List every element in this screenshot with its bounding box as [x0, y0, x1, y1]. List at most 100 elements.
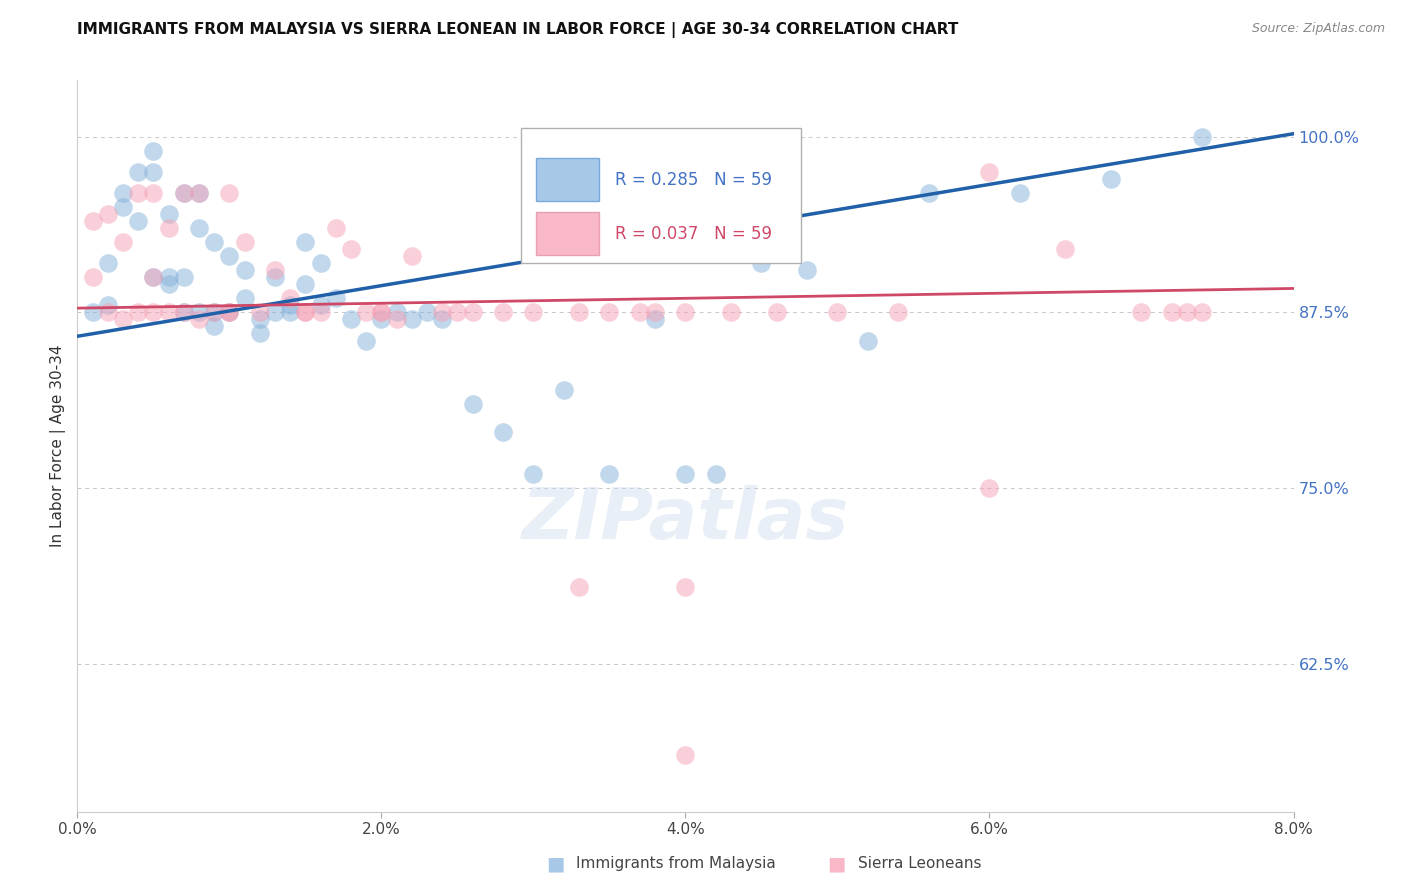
- Point: [675, 748, 697, 763]
- Point: [309, 298, 332, 312]
- Point: [1175, 305, 1198, 319]
- Point: [294, 305, 316, 319]
- Point: [157, 270, 180, 285]
- Point: [354, 334, 377, 348]
- Point: [644, 312, 666, 326]
- Point: [432, 305, 454, 319]
- Point: [127, 186, 149, 200]
- Point: [97, 256, 120, 270]
- Point: [111, 235, 134, 249]
- Point: [309, 305, 332, 319]
- Point: [979, 165, 1001, 179]
- Point: [675, 467, 697, 482]
- Point: [370, 305, 392, 319]
- Point: [522, 305, 544, 319]
- Point: [278, 291, 301, 305]
- Point: [553, 383, 575, 397]
- Point: [111, 200, 134, 214]
- Text: ZIPatlas: ZIPatlas: [522, 484, 849, 554]
- Point: [188, 221, 211, 235]
- Point: [294, 305, 316, 319]
- Text: ■: ■: [827, 854, 846, 873]
- Point: [264, 270, 287, 285]
- Point: [598, 305, 620, 319]
- FancyBboxPatch shape: [522, 128, 801, 263]
- Point: [173, 305, 195, 319]
- Point: [142, 186, 165, 200]
- Point: [202, 305, 225, 319]
- Point: [765, 305, 787, 319]
- Y-axis label: In Labor Force | Age 30-34: In Labor Force | Age 30-34: [51, 344, 66, 548]
- Point: [294, 277, 316, 292]
- Point: [249, 312, 271, 326]
- Point: [173, 186, 195, 200]
- Point: [97, 298, 120, 312]
- Point: [1161, 305, 1184, 319]
- Point: [856, 334, 879, 348]
- Point: [111, 312, 134, 326]
- Point: [97, 305, 120, 319]
- Point: [188, 312, 211, 326]
- Point: [278, 305, 301, 319]
- Point: [354, 305, 377, 319]
- Point: [188, 305, 211, 319]
- Point: [188, 186, 211, 200]
- Point: [370, 312, 392, 326]
- Point: [173, 305, 195, 319]
- Text: R = 0.037   N = 59: R = 0.037 N = 59: [614, 225, 772, 243]
- Point: [401, 249, 423, 263]
- Text: R = 0.285   N = 59: R = 0.285 N = 59: [614, 170, 772, 188]
- Point: [918, 186, 941, 200]
- Point: [751, 256, 773, 270]
- Point: [675, 580, 697, 594]
- Point: [1008, 186, 1031, 200]
- Point: [218, 186, 240, 200]
- Point: [704, 467, 727, 482]
- Point: [82, 270, 104, 285]
- Text: Sierra Leoneans: Sierra Leoneans: [858, 856, 981, 871]
- Point: [188, 186, 211, 200]
- Point: [887, 305, 910, 319]
- Point: [157, 221, 180, 235]
- Point: [142, 270, 165, 285]
- Point: [1054, 242, 1077, 256]
- Point: [446, 305, 468, 319]
- Point: [97, 207, 120, 221]
- Point: [111, 186, 134, 200]
- Point: [461, 305, 484, 319]
- Point: [1191, 129, 1213, 144]
- Point: [385, 312, 408, 326]
- Point: [142, 144, 165, 158]
- Point: [492, 425, 515, 439]
- Point: [568, 305, 591, 319]
- Point: [644, 305, 666, 319]
- Point: [340, 312, 363, 326]
- Point: [157, 207, 180, 221]
- Point: [294, 235, 316, 249]
- Point: [202, 305, 225, 319]
- Point: [1191, 305, 1213, 319]
- Point: [461, 397, 484, 411]
- Text: ■: ■: [546, 854, 565, 873]
- Point: [218, 305, 240, 319]
- Point: [416, 305, 439, 319]
- Point: [249, 326, 271, 341]
- Point: [492, 305, 515, 319]
- Point: [401, 312, 423, 326]
- Point: [218, 305, 240, 319]
- Point: [827, 305, 849, 319]
- Point: [628, 305, 651, 319]
- Point: [202, 319, 225, 334]
- Point: [82, 305, 104, 319]
- Point: [173, 186, 195, 200]
- Point: [720, 305, 742, 319]
- FancyBboxPatch shape: [536, 212, 599, 255]
- Point: [675, 305, 697, 319]
- Point: [233, 291, 256, 305]
- Point: [173, 270, 195, 285]
- Point: [127, 305, 149, 319]
- Point: [1099, 171, 1122, 186]
- Point: [127, 214, 149, 228]
- Point: [385, 305, 408, 319]
- Text: Source: ZipAtlas.com: Source: ZipAtlas.com: [1251, 22, 1385, 36]
